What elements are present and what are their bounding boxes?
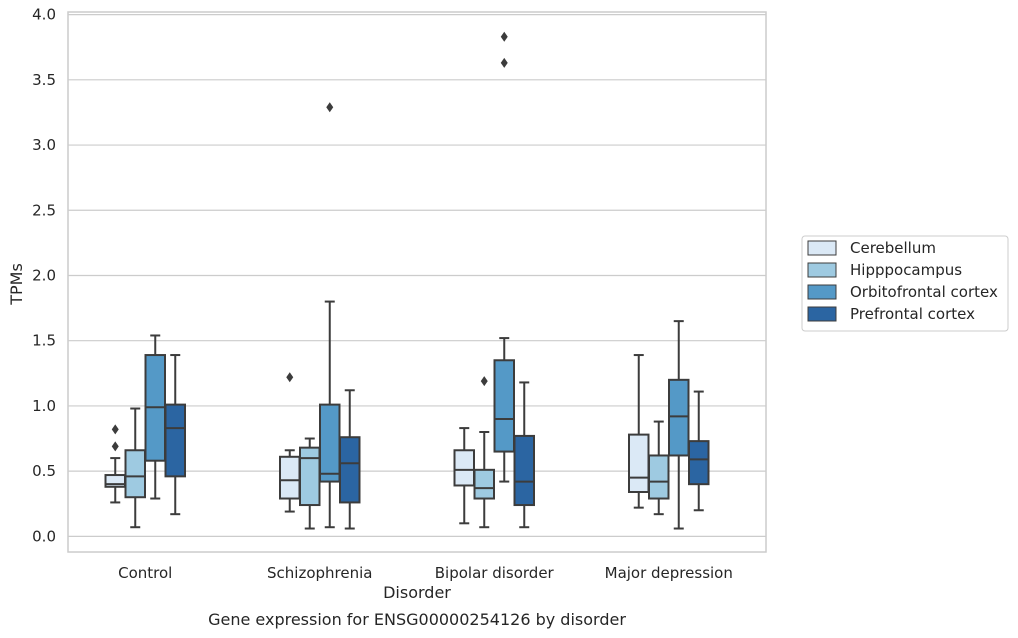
- box-iqr: [513, 434, 535, 507]
- x-tick-label: Bipolar disorder: [435, 564, 555, 582]
- plot-frame: [67, 11, 767, 553]
- box-prefrontal-cortex: [513, 381, 535, 529]
- y-tick-label: 2.5: [32, 201, 56, 219]
- outlier-point: [500, 31, 508, 42]
- legend-label: Orbitofrontal cortex: [850, 283, 998, 301]
- box-iqr: [473, 468, 495, 500]
- legend-swatch: [807, 306, 837, 322]
- box-hipppocampus: [124, 407, 146, 529]
- chart-caption: Gene expression for ENSG00000254126 by d…: [208, 610, 626, 629]
- box-orbitofrontal-cortex: [493, 31, 515, 483]
- box-iqr: [493, 359, 515, 453]
- outlier-point: [500, 57, 508, 68]
- outlier-point: [286, 372, 294, 383]
- legend-swatch: [807, 284, 837, 300]
- outlier-point: [480, 376, 488, 387]
- outlier-point: [326, 102, 334, 113]
- box-prefrontal-cortex: [164, 354, 186, 516]
- y-tick-label: 1.5: [32, 332, 56, 350]
- box-prefrontal-cortex: [688, 390, 710, 512]
- y-tick-label: 1.0: [32, 397, 56, 415]
- box-iqr: [648, 454, 670, 500]
- legend-frame: [801, 235, 1009, 332]
- y-tick-label: 3.5: [32, 71, 56, 89]
- x-tick-labels: Control Schizophrenia Bipolar disorder Majo…: [118, 564, 733, 582]
- box-iqr: [688, 440, 710, 486]
- y-axis-label: TPMs: [7, 263, 26, 306]
- box-prefrontal-cortex: [339, 389, 361, 530]
- box-iqr: [319, 403, 341, 483]
- x-tick-label: Major depression: [605, 564, 733, 582]
- box-cerebellum: [453, 427, 475, 525]
- legend-label: Cerebellum: [850, 239, 936, 257]
- legend-swatch: [807, 240, 837, 256]
- box-series: [104, 31, 710, 530]
- box-hipppocampus: [473, 376, 495, 529]
- box-cerebellum: [104, 424, 126, 504]
- box-iqr: [453, 449, 475, 487]
- legend-swatch: [807, 262, 837, 278]
- outlier-point: [111, 441, 119, 452]
- y-tick-label: 0.5: [32, 462, 56, 480]
- y-tick-label: 4.0: [32, 6, 56, 24]
- box-iqr: [339, 436, 361, 504]
- box-orbitofrontal-cortex: [668, 320, 690, 530]
- x-tick-label: Schizophrenia: [267, 564, 372, 582]
- box-iqr: [668, 378, 690, 457]
- legend: Cerebellum Hipppocampus Orbitofrontal cort…: [801, 235, 1009, 332]
- y-tick-label: 2.0: [32, 266, 56, 284]
- box-orbitofrontal-cortex: [144, 334, 166, 500]
- box-cerebellum: [279, 372, 301, 513]
- box-hipppocampus: [299, 437, 321, 530]
- y-tick-labels: 0.0 0.5 1.0 1.5 2.0 2.5 3.0 3.5 4.0: [32, 6, 56, 546]
- outlier-point: [111, 424, 119, 435]
- box-iqr: [628, 433, 650, 494]
- y-tick-label: 0.0: [32, 527, 56, 545]
- x-axis-label: Disorder: [383, 583, 451, 602]
- box-hipppocampus: [648, 420, 670, 516]
- box-iqr: [164, 403, 186, 478]
- box-cerebellum: [628, 354, 650, 509]
- y-tick-label: 3.0: [32, 136, 56, 154]
- box-iqr: [279, 455, 301, 500]
- box-iqr: [299, 446, 321, 507]
- x-tick-label: Control: [118, 564, 172, 582]
- box-iqr: [124, 449, 146, 499]
- box-orbitofrontal-cortex: [319, 102, 341, 529]
- legend-label: Hipppocampus: [850, 261, 962, 279]
- legend-label: Prefrontal cortex: [850, 305, 975, 323]
